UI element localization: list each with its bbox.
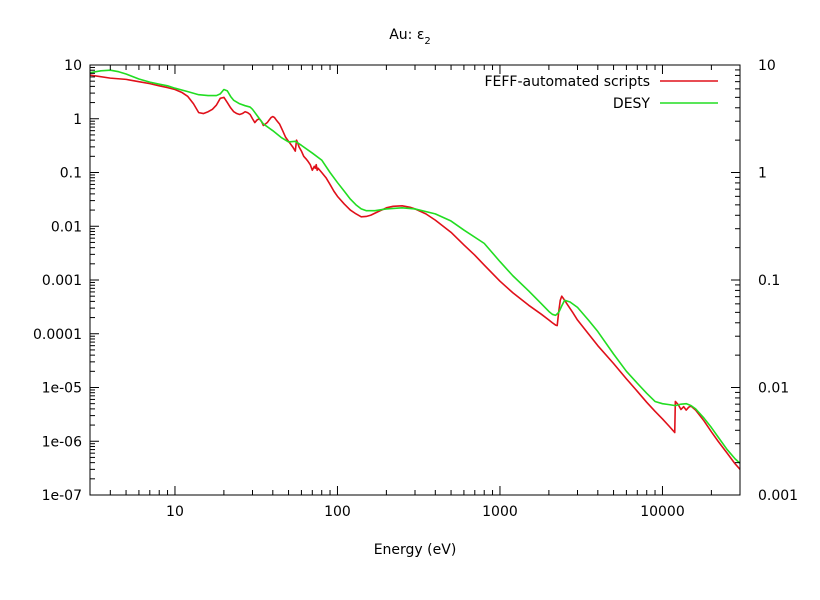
series-line-feff-automated-scripts: [89, 74, 741, 470]
x-tick-label: 100: [324, 504, 351, 520]
chart-title-text: Au: ε2: [389, 27, 431, 47]
legend-label: FEFF-automated scripts: [484, 74, 650, 90]
chart-title-main: Au: ε: [389, 27, 424, 43]
y2-tick-label: 0.1: [758, 273, 780, 289]
y2-tick-label: 10: [758, 58, 776, 74]
chart-title-subscript: 2: [424, 36, 430, 47]
x-tick-label: 1000: [482, 504, 518, 520]
y-tick-label: 0.01: [51, 219, 82, 235]
y-tick-label: 1e-07: [42, 488, 82, 504]
y-tick-label: 1: [73, 112, 82, 128]
series-line-desy: [89, 69, 741, 464]
plot-frame: [89, 64, 741, 496]
series-layer: [89, 69, 741, 470]
x-axis-label: Energy (eV): [374, 542, 457, 558]
y2-tick-label: 0.01: [758, 381, 789, 397]
y-tick-label: 1e-05: [42, 381, 82, 397]
y-tick-label: 1e-06: [42, 434, 82, 450]
y-tick-label: 0.001: [42, 273, 82, 289]
legend: FEFF-automated scripts DESY: [484, 74, 718, 112]
y2-tick-label: 1: [758, 166, 767, 182]
tick-layer: 10 100 1000 10000 10 1 0.1 0.01 0.001 0.0001 1e-05…: [33, 58, 798, 520]
y-tick-label: 0.0001: [33, 327, 82, 343]
x-tick-label: 10000: [640, 504, 685, 520]
x-tick-label: 10: [166, 504, 184, 520]
y-tick-label: 0.1: [60, 166, 82, 182]
y-tick-label: 10: [64, 58, 82, 74]
legend-label: DESY: [613, 96, 651, 112]
chart-title: Au: ε2: [389, 27, 431, 47]
y2-tick-label: 0.001: [758, 488, 798, 504]
